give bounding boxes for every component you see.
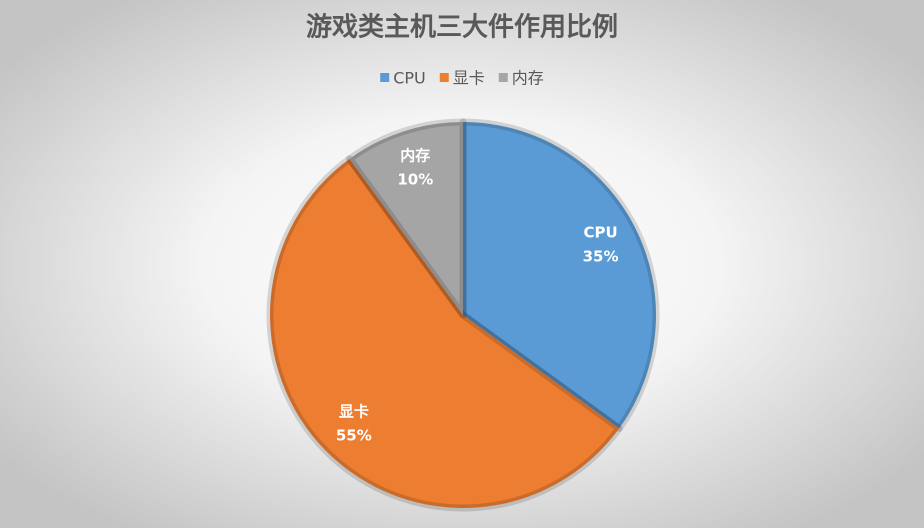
chart-title: 游戏类主机三大件作用比例 xyxy=(306,13,618,43)
data-label-value: 35% xyxy=(583,247,619,265)
legend-label: CPU xyxy=(393,69,426,88)
data-labels: CPU 35% 显卡 55% 内存 10% xyxy=(336,147,619,445)
data-label-value: 10% xyxy=(397,171,433,189)
legend-swatch xyxy=(439,73,449,82)
pie-slice xyxy=(459,118,660,432)
legend-swatch xyxy=(380,73,390,82)
legend-swatch xyxy=(498,73,508,82)
legend: CPU 显卡 内存 xyxy=(380,69,544,88)
pie-slice xyxy=(346,118,467,319)
legend-label: 内存 xyxy=(512,69,544,88)
data-label-category: CPU xyxy=(583,223,617,241)
data-label-category: 内存 xyxy=(400,147,430,165)
legend-label: 显卡 xyxy=(453,69,485,88)
pie-slice xyxy=(266,155,623,512)
data-label-category: 显卡 xyxy=(339,403,369,421)
pie xyxy=(266,118,660,512)
data-label-value: 55% xyxy=(336,427,372,445)
